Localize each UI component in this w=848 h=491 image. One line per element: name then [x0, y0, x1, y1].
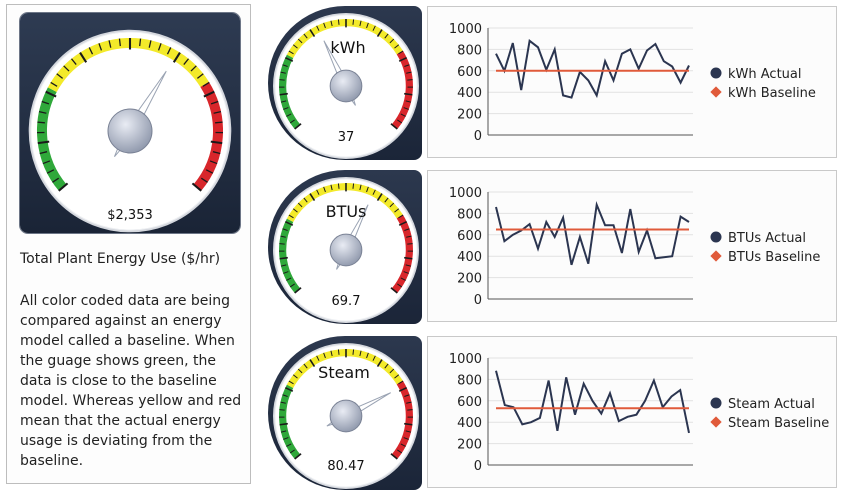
total-energy-title: Total Plant Energy Use ($/hr): [20, 251, 220, 267]
steam-gauge: Steam 80.47: [268, 336, 422, 490]
kwh-gauge-label: kWh: [330, 38, 365, 57]
legend-label: Steam Actual: [728, 397, 815, 412]
legend-label: BTUs Baseline: [728, 250, 820, 265]
gauge-description: All color coded data are being compared …: [20, 291, 248, 471]
y-tick-label: 800: [457, 373, 482, 388]
total-energy-value: $2,353: [107, 208, 153, 223]
legend-label: kWh Actual: [728, 67, 801, 82]
summary-panel: $2,353 Total Plant Energy Use ($/hr) All…: [6, 4, 251, 484]
total-energy-gauge: $2,353: [20, 13, 240, 233]
legend-label: kWh Baseline: [728, 86, 816, 101]
steam-chart: 0 200 400 600 800 1000 Steam Actual Steam Basel…: [428, 337, 836, 487]
kwh-gauge-value: 37: [338, 130, 355, 145]
legend-label: BTUs Actual: [728, 231, 806, 246]
y-tick-label: 400: [457, 86, 482, 101]
y-tick-label: 600: [457, 65, 482, 80]
legend-marker: [711, 232, 722, 243]
y-tick-label: 1000: [449, 186, 482, 201]
y-tick-label: 1000: [449, 352, 482, 367]
kwh-chart-panel: 0 200 400 600 800 1000 kWh Actual kWh Baseline: [427, 6, 837, 158]
y-tick-label: 800: [457, 43, 482, 58]
kwh-gauge: kWh 37: [268, 6, 422, 160]
steam-gauge-svg: Steam 80.47: [268, 336, 422, 490]
steam-chart-panel: 0 200 400 600 800 1000 Steam Actual Steam Basel…: [427, 336, 837, 488]
kwh-chart: 0 200 400 600 800 1000 kWh Actual kWh Baseline: [428, 7, 836, 157]
btus-gauge-svg: BTUs 69.7: [268, 170, 422, 324]
y-tick-label: 600: [457, 395, 482, 410]
legend-label: Steam Baseline: [728, 416, 829, 431]
y-tick-label: 400: [457, 250, 482, 265]
legend-marker: [710, 250, 721, 261]
y-tick-label: 600: [457, 229, 482, 244]
legend-marker: [710, 416, 721, 427]
y-tick-label: 1000: [449, 22, 482, 37]
legend-marker: [711, 68, 722, 79]
y-tick-label: 0: [474, 129, 482, 144]
btus-gauge-label: BTUs: [326, 202, 367, 221]
y-tick-label: 200: [457, 438, 482, 453]
kwh-gauge-svg: kWh 37: [268, 6, 422, 160]
btus-gauge: BTUs 69.7: [268, 170, 422, 324]
legend-marker: [710, 86, 721, 97]
steam-gauge-value: 80.47: [327, 459, 364, 474]
y-tick-label: 200: [457, 272, 482, 287]
actual-series-line: [496, 371, 689, 433]
y-tick-label: 800: [457, 207, 482, 222]
btus-gauge-value: 69.7: [332, 294, 361, 309]
btus-chart-panel: 0 200 400 600 800 1000 BTUs Actual BTUs Baselin…: [427, 170, 837, 322]
legend-marker: [711, 398, 722, 409]
y-tick-label: 0: [474, 459, 482, 474]
steam-gauge-label: Steam: [318, 363, 370, 382]
y-tick-label: 400: [457, 416, 482, 431]
y-tick-label: 200: [457, 108, 482, 123]
y-tick-label: 0: [474, 293, 482, 308]
btus-chart: 0 200 400 600 800 1000 BTUs Actual BTUs Baselin…: [428, 171, 836, 321]
total-energy-gauge-svg: $2,353: [20, 13, 240, 233]
